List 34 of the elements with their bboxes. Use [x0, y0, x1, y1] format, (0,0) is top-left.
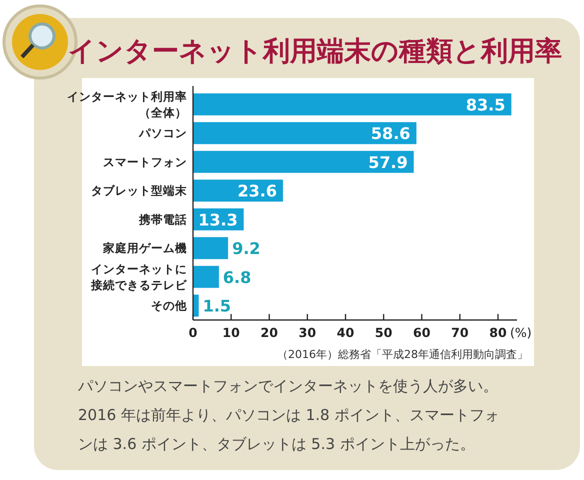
x-tick-label: 40	[336, 325, 354, 340]
bar	[193, 266, 219, 288]
data-label: 23.6	[237, 182, 277, 201]
bar	[193, 150, 414, 173]
data-label: 57.9	[368, 152, 408, 172]
x-tick-label: 0	[188, 325, 198, 340]
x-tick-label: 10	[222, 325, 240, 340]
chart-title: インターネット利用端末の種類と利用率	[68, 36, 562, 67]
data-label: 9.2	[232, 239, 260, 258]
data-label: 6.8	[222, 268, 252, 287]
x-axis-title: (%)	[510, 325, 532, 340]
x-tick-label: 30	[298, 325, 316, 340]
x-tick-label: 20	[260, 325, 278, 340]
y-tick-label: 携帯電話	[138, 212, 187, 226]
bar	[193, 237, 228, 260]
y-tick-label: その他	[151, 298, 188, 313]
bar	[193, 93, 512, 116]
data-label: 1.5	[202, 296, 232, 316]
text: （2016年）総務省「平成28年通信利用動向調査」	[277, 348, 528, 361]
y-tick-label: スマートフォン	[103, 154, 187, 169]
x-tick-label: 50	[374, 325, 393, 340]
bar	[193, 122, 416, 144]
y-tick-label: 家庭用ゲーム機	[102, 241, 187, 256]
x-tick-label: 60	[413, 325, 431, 340]
data-label: 58.6	[370, 124, 410, 144]
text: パソコンやスマートフォンでインターネットを使う人が多い。2016 年は前年より、パソコンは 1.8 ポイント、スマートフォンは 3.6 ポイント、タブレットは 5.3 ポイント上がった。	[77, 377, 500, 453]
y-tick-label: パソコン	[138, 126, 187, 140]
x-tick-label: 70	[451, 325, 469, 340]
data-label: 13.3	[198, 210, 238, 230]
y-tick-label: インターネットに接続できるテレビ	[90, 262, 188, 292]
data-label: 83.5	[466, 95, 506, 114]
y-tick-label: インターネット利用率（全体）	[67, 89, 187, 120]
x-tick-label: 80	[489, 325, 507, 340]
y-tick-label: タブレット型端末	[91, 184, 188, 198]
